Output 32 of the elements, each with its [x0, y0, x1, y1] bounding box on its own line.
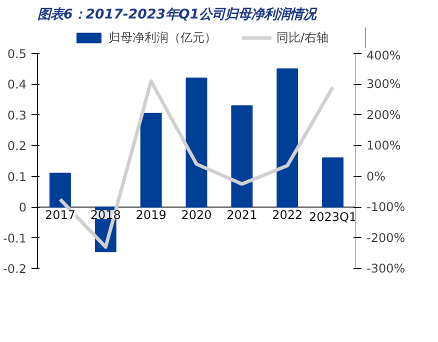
y2-tick-label: -300% [366, 262, 406, 276]
y-tick-label: 0.2 [7, 139, 27, 154]
bar [322, 157, 344, 208]
x-tick-label: 2023Q1 [308, 210, 357, 224]
y-tick-label: 0.5 [7, 47, 27, 61]
x-tick-label: 2018 [90, 208, 121, 222]
y-tick-label: 0.1 [7, 170, 27, 184]
legend-label: 同比/右轴 [276, 29, 329, 46]
y-tick-label: 0.3 [7, 108, 27, 122]
y-tick-label: -0.1 [3, 231, 27, 246]
chart-title: 图表6：2017-2023年Q1公司归母净利润情况 [38, 6, 318, 22]
x-tick-label: 2017 [44, 208, 76, 222]
y2-tick-label: 0% [366, 169, 386, 184]
x-tick-label: 2021 [226, 208, 258, 222]
y-tick-label: 0.4 [7, 78, 27, 92]
y2-tick-label: 200% [366, 108, 401, 122]
x-tick-label: 2022 [272, 208, 303, 222]
y2-tick-label: -100% [366, 200, 406, 214]
y-tick-label: 0 [18, 200, 27, 215]
y2-tick-label: 400% [366, 48, 401, 62]
y-tick-label: -0.2 [3, 262, 27, 276]
bar [276, 68, 298, 208]
bar [231, 105, 253, 208]
x-tick-label: 2019 [136, 208, 166, 222]
bar [140, 112, 162, 208]
legend-label: 归母净利润（亿元） [108, 29, 216, 46]
x-tick-label: 2020 [181, 208, 212, 222]
bar [186, 78, 208, 208]
y2-tick-label: -200% [366, 230, 406, 245]
y2-tick-label: 100% [366, 138, 401, 153]
y2-tick-label: 300% [366, 77, 401, 92]
bar [49, 172, 71, 208]
